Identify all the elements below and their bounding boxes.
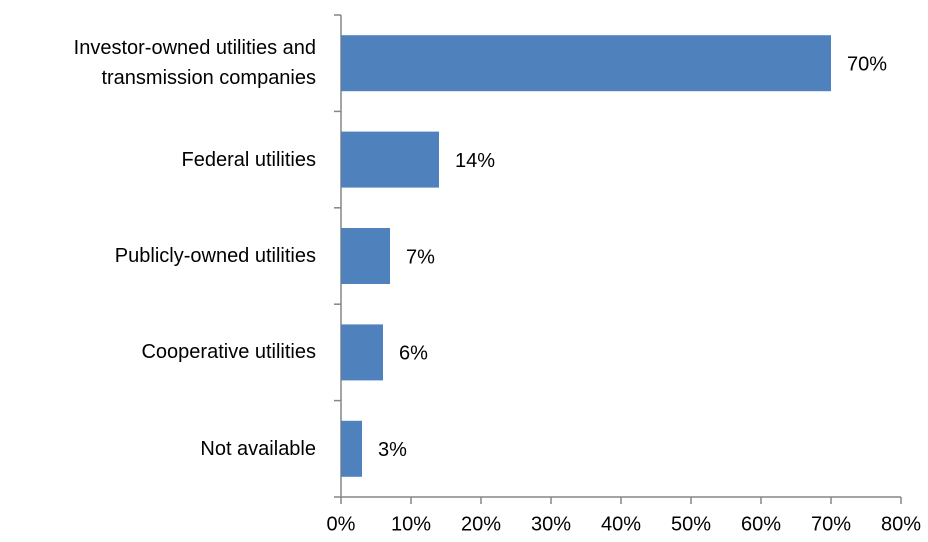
bar — [341, 420, 362, 477]
x-tick-label: 50% — [671, 513, 711, 535]
bar — [341, 131, 439, 188]
x-tick-label: 30% — [531, 513, 571, 535]
bar — [341, 228, 390, 284]
bar — [341, 35, 831, 92]
x-tick-label: 10% — [391, 513, 431, 535]
value-label: 70% — [847, 53, 887, 75]
x-tick-label: 70% — [811, 513, 851, 535]
value-label: 7% — [406, 246, 435, 268]
x-tick-label: 0% — [327, 513, 356, 535]
category-label: Publicly-owned utilities — [114, 245, 316, 267]
value-label: 3% — [378, 439, 407, 461]
x-tick-label: 80% — [881, 513, 921, 535]
category-label: Investor-owned utilities and transmissio… — [73, 37, 316, 90]
x-tick-label: 40% — [601, 513, 641, 535]
x-tick-label: 60% — [741, 513, 781, 535]
value-label: 6% — [399, 343, 428, 365]
category-label: Cooperative utilities — [141, 341, 316, 364]
x-tick-label: 20% — [461, 513, 501, 535]
value-label: 14% — [455, 150, 495, 172]
category-label: Federal utilities — [181, 148, 316, 171]
bar — [341, 324, 383, 381]
category-label: Not available — [200, 437, 316, 460]
